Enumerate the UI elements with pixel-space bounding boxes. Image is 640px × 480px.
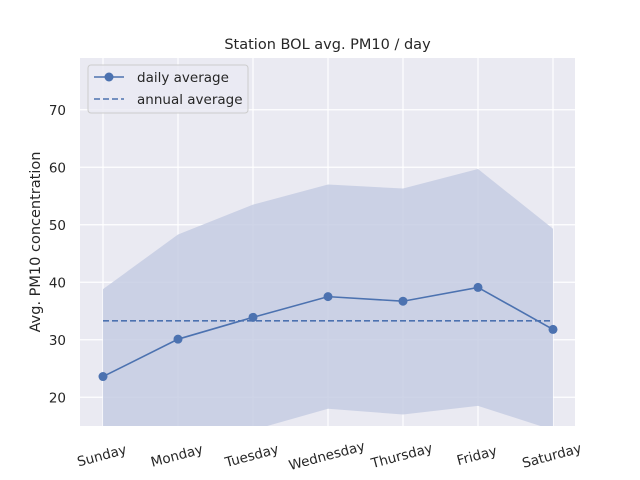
legend-frame xyxy=(87,64,249,114)
y-tick-label: 30 xyxy=(49,333,66,349)
legend-daily-average-marker xyxy=(104,72,114,82)
legend: daily average annual average xyxy=(87,64,249,114)
x-tick-label: Sunday xyxy=(75,442,128,471)
y-tick-label: 60 xyxy=(49,160,66,176)
x-tick-label: Wednesday xyxy=(287,438,367,474)
x-tick-labels: Sunday Monday Tuesday Wednesday Thursday Frid… xyxy=(75,438,583,474)
x-tick-label: Tuesday xyxy=(222,441,280,471)
x-tick-label: Friday xyxy=(455,443,499,469)
y-tick-labels: 20 30 40 50 60 70 xyxy=(49,103,66,407)
daily-average-point xyxy=(98,372,108,382)
daily-average-point xyxy=(248,312,258,322)
x-tick-label: Monday xyxy=(149,442,205,471)
series-layer xyxy=(98,282,558,382)
legend-annual-average-label: annual average xyxy=(137,92,243,108)
x-tick-label: Thursday xyxy=(369,440,435,472)
y-tick-label: 20 xyxy=(49,390,66,406)
y-tick-label: 50 xyxy=(49,218,66,234)
y-axis-label: Avg. PM10 concentration xyxy=(28,152,44,333)
daily-average-point xyxy=(173,334,183,344)
legend-daily-average-label: daily average xyxy=(137,70,229,86)
y-tick-label: 40 xyxy=(49,275,66,291)
x-tick-label: Saturday xyxy=(521,441,584,472)
daily-average-point xyxy=(548,324,558,334)
daily-average-point xyxy=(323,292,333,302)
chart-title: Station BOL avg. PM10 / day xyxy=(224,37,431,53)
daily-average-point xyxy=(473,282,483,292)
daily-average-point xyxy=(398,296,408,306)
y-tick-label: 70 xyxy=(49,103,66,119)
